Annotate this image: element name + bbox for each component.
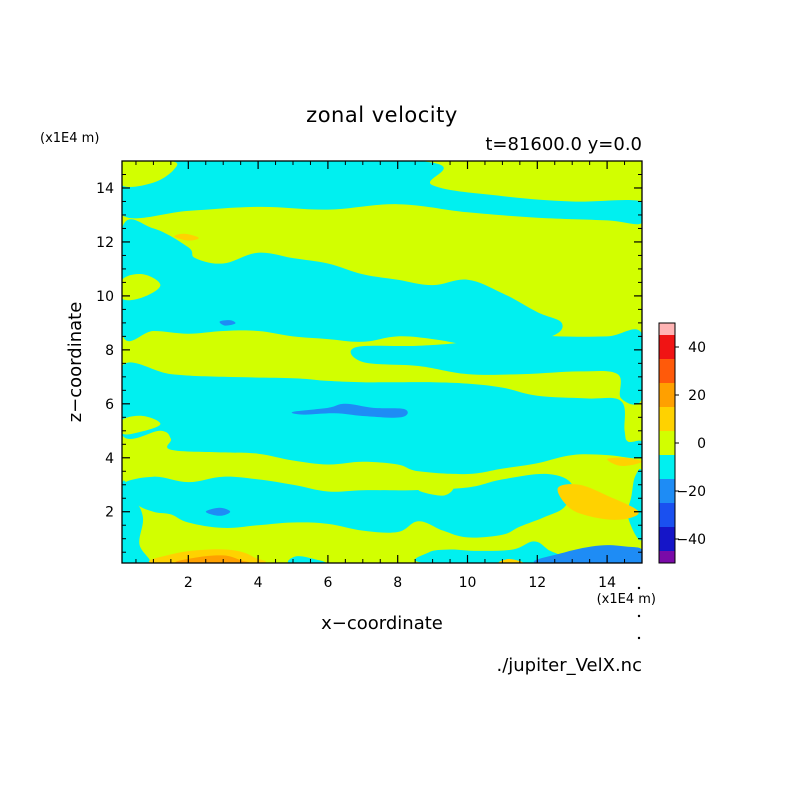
y-axis-label: z−coordinate xyxy=(65,302,86,423)
marker-dot xyxy=(637,636,641,640)
contour-region-level-neg10 xyxy=(350,329,642,405)
contour-region-level-10 xyxy=(498,559,524,563)
colorbar-swatch xyxy=(659,551,675,563)
chart-subtitle: t=81600.0 y=0.0 xyxy=(485,134,642,155)
x-tick-label: 4 xyxy=(254,575,263,591)
contour-region-level-10 xyxy=(557,484,639,520)
colorbar-swatch xyxy=(659,383,675,407)
contour-region-level-0 xyxy=(122,161,178,187)
contour-region-level-neg10 xyxy=(415,541,570,563)
contour-region-level-0 xyxy=(617,283,642,292)
colorbar-tick-label: −20 xyxy=(676,484,706,500)
x-axis-ticks: 2 4 6 8 10 12 14 xyxy=(135,161,626,591)
colorbar-swatch xyxy=(659,527,675,551)
x-axis-label: x−coordinate xyxy=(321,613,443,634)
marker-dots xyxy=(637,586,641,640)
contour-regions xyxy=(122,161,642,563)
contour-region-level-neg10 xyxy=(122,473,574,538)
contour-region-level-0 xyxy=(418,485,454,496)
contour-region-level-0 xyxy=(167,351,342,373)
x-tick-label: 2 xyxy=(184,575,193,591)
x-tick-label: 10 xyxy=(459,575,477,591)
x-tick-label: 6 xyxy=(323,575,332,591)
contour-region-level-20 xyxy=(175,555,250,563)
y-tick-label: 14 xyxy=(96,181,114,197)
contour-region-level-neg20 xyxy=(291,403,408,418)
x-axis-unit: (x1E4 m) xyxy=(597,592,656,607)
contour-region-level-neg20 xyxy=(205,507,231,516)
plot-frame xyxy=(121,160,643,564)
contour-region-level-10 xyxy=(607,457,642,466)
y-axis-ticks: 2 4 6 8 10 12 14 xyxy=(96,173,642,553)
colorbar-swatches xyxy=(659,323,675,563)
colorbar-tick-label: 40 xyxy=(688,340,706,356)
marker-dot xyxy=(637,586,641,590)
x-tick-label: 14 xyxy=(598,575,616,591)
contour-region-level-neg10 xyxy=(122,219,563,346)
y-tick-label: 8 xyxy=(105,343,114,359)
plot-area: 2 4 6 8 10 12 14 2 4 6 8 10 12 14 xyxy=(96,160,643,591)
contour-region-level-10 xyxy=(174,233,199,241)
y-tick-label: 4 xyxy=(105,451,114,467)
contour-region-level-neg10 xyxy=(122,362,642,475)
contour-region-level-neg20 xyxy=(534,545,642,563)
contour-region-level-neg10 xyxy=(122,480,151,563)
colorbar-swatch xyxy=(659,323,675,335)
colorbar-swatch xyxy=(659,335,675,359)
x-tick-label: 12 xyxy=(528,575,546,591)
colorbar: −40 −20 0 20 40 xyxy=(658,322,706,564)
colorbar-tick-label: 20 xyxy=(688,388,706,404)
contour-region-level-neg10 xyxy=(627,468,642,541)
y-tick-label: 12 xyxy=(96,235,114,251)
contour-region-level-neg20 xyxy=(219,320,236,326)
y-tick-label: 6 xyxy=(105,397,114,413)
marker-dot xyxy=(637,614,641,618)
y-tick-label: 10 xyxy=(96,289,114,305)
colorbar-tick-label: 0 xyxy=(697,436,706,452)
y-tick-label: 2 xyxy=(105,505,114,521)
contour-region-level-neg10 xyxy=(287,556,326,563)
colorbar-swatch xyxy=(659,503,675,527)
colorbar-swatch xyxy=(659,407,675,431)
footer-filename: ./jupiter_VelX.nc xyxy=(496,655,642,676)
chart-title: zonal velocity xyxy=(306,103,458,127)
colorbar-swatch xyxy=(659,359,675,383)
colorbar-swatch xyxy=(659,431,675,455)
colorbar-tick-label: −40 xyxy=(676,532,706,548)
contour-region-level-0 xyxy=(122,274,161,301)
y-axis-unit: (x1E4 m) xyxy=(40,131,99,146)
colorbar-labels: −40 −20 0 20 40 xyxy=(675,340,706,548)
contour-region-level-neg10 xyxy=(122,161,642,225)
colorbar-swatch xyxy=(659,479,675,503)
x-tick-label: 8 xyxy=(393,575,402,591)
colorbar-swatch xyxy=(659,455,675,479)
contour-region-level-0 xyxy=(122,415,161,435)
